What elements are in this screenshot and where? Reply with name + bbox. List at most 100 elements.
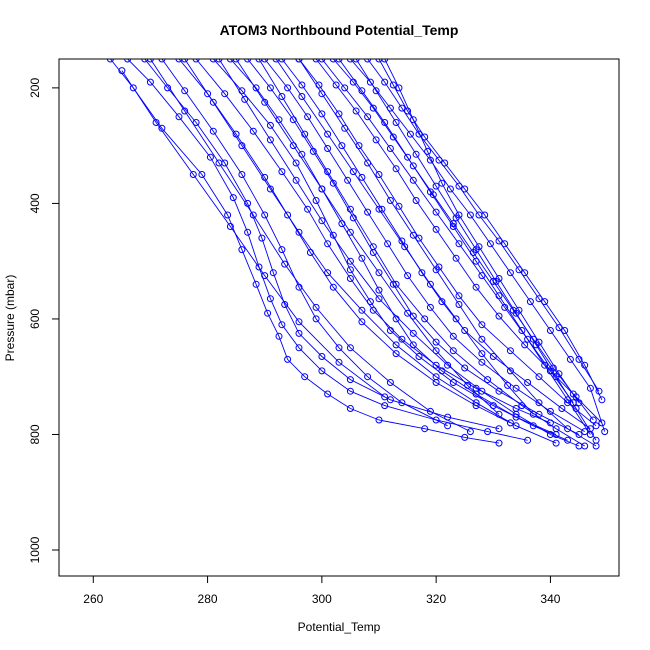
data-point — [369, 243, 377, 251]
data-point — [478, 387, 486, 395]
data-point — [506, 347, 514, 355]
data-point — [318, 217, 326, 225]
data-point — [412, 150, 420, 158]
data-point — [589, 416, 597, 424]
data-point — [432, 266, 440, 274]
data-point — [569, 399, 577, 407]
data-point — [266, 136, 274, 144]
data-point — [452, 254, 460, 262]
series-line — [247, 59, 580, 435]
data-point — [484, 376, 492, 384]
data-layer — [106, 59, 609, 450]
data-point — [358, 306, 366, 314]
data-point — [269, 269, 277, 277]
series-line — [258, 59, 585, 447]
data-point — [392, 350, 400, 358]
data-point — [501, 240, 509, 248]
data-point — [601, 428, 609, 436]
data-point — [181, 87, 189, 95]
data-point — [432, 416, 440, 424]
data-point — [421, 425, 429, 433]
data-point — [284, 84, 292, 92]
series-16 — [364, 59, 603, 395]
data-point — [224, 211, 232, 219]
data-point — [432, 182, 440, 190]
data-point — [281, 260, 289, 268]
data-point — [512, 422, 520, 430]
data-point — [409, 162, 417, 170]
data-point — [409, 231, 417, 239]
series-28 — [272, 59, 537, 418]
data-point — [404, 153, 412, 161]
data-point — [244, 228, 252, 236]
data-point — [404, 272, 412, 280]
data-point — [209, 59, 217, 63]
data-point — [449, 347, 457, 355]
y-tick-label: 800 — [28, 424, 42, 444]
data-point — [384, 240, 392, 248]
data-point — [346, 205, 354, 213]
data-point — [304, 113, 312, 121]
data-point — [324, 390, 332, 398]
data-point — [398, 399, 406, 407]
data-point — [324, 240, 332, 248]
data-point — [375, 205, 383, 213]
data-point — [241, 95, 249, 103]
data-point — [515, 266, 523, 274]
data-point — [298, 93, 306, 100]
data-point — [324, 168, 332, 176]
data-point — [409, 176, 417, 184]
data-point — [478, 358, 486, 366]
data-point — [426, 188, 434, 196]
data-point — [484, 428, 492, 436]
data-point — [478, 321, 486, 329]
data-point — [158, 59, 166, 63]
data-point — [192, 59, 200, 63]
data-point — [529, 410, 537, 418]
series-line — [384, 59, 580, 403]
data-point — [301, 373, 309, 381]
data-point — [472, 390, 480, 398]
series-22 — [181, 59, 560, 447]
data-point — [478, 335, 486, 343]
data-point — [298, 81, 306, 89]
data-point — [495, 425, 503, 433]
data-point — [392, 280, 400, 288]
data-point — [464, 381, 472, 389]
data-point — [335, 344, 343, 352]
data-point — [215, 59, 223, 63]
data-point — [204, 90, 212, 98]
x-tick-label: 320 — [426, 592, 446, 606]
series-line — [218, 59, 580, 447]
data-point — [312, 197, 320, 204]
data-point — [318, 110, 326, 118]
data-point — [441, 159, 449, 167]
data-point — [592, 436, 600, 444]
data-point — [352, 59, 360, 63]
data-point — [381, 78, 389, 86]
data-point — [555, 324, 563, 332]
data-point — [366, 78, 374, 86]
data-point — [575, 355, 583, 363]
data-point — [318, 367, 326, 375]
series-line — [127, 59, 528, 441]
data-point — [481, 211, 489, 219]
data-point — [524, 335, 532, 343]
data-point — [446, 185, 454, 193]
data-point — [495, 439, 503, 447]
series-line — [195, 59, 551, 424]
data-point — [335, 59, 343, 63]
data-point — [418, 269, 426, 277]
data-point — [438, 298, 446, 306]
data-point — [278, 246, 286, 254]
data-point — [146, 59, 154, 63]
data-point — [438, 367, 446, 375]
data-point — [512, 410, 520, 418]
data-point — [278, 321, 286, 329]
data-point — [532, 341, 540, 349]
data-point — [292, 159, 300, 167]
data-point — [189, 171, 197, 178]
series-line — [350, 59, 606, 432]
data-point — [426, 407, 434, 415]
data-point — [146, 78, 154, 86]
